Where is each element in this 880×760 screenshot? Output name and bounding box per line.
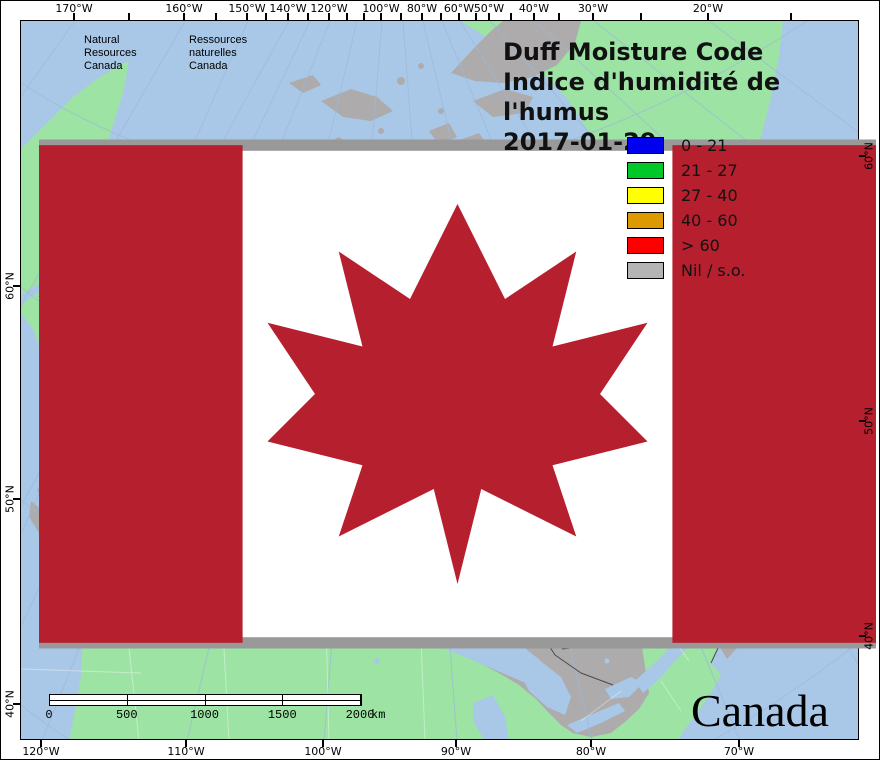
bottom-axis-tick [590,740,592,747]
ellesmere-island [451,21,581,83]
legend-swatch [627,212,664,229]
top-axis-label: 50°W [473,2,505,15]
top-axis-minor-tick [346,13,348,20]
legend-item: 27 - 40 [627,186,745,205]
scale-bar: km 0 500 1000 1500 2000 [45,694,394,730]
top-axis-label: 170°W [55,2,93,15]
top-axis-tick [246,13,248,20]
scale-number: 2000 [345,708,375,722]
top-axis-label: 100°W [362,2,400,15]
right-axis-tick [859,635,866,637]
top-axis-tick [458,13,460,20]
scale-number: 500 [115,708,138,722]
top-axis-label: 60°W [443,2,475,15]
legend-item: 0 - 21 [627,136,745,155]
top-axis-minor-tick [790,13,792,20]
scale-bar-graphic [49,694,362,706]
prince-of-wales-island [429,123,457,145]
top-axis-minor-tick [215,13,217,20]
left-axis-tick [13,498,20,500]
top-axis-label: 40°W [518,2,550,15]
legend-label: Nil / s.o. [681,261,746,280]
map-canvas: Natural Resources Canada Ressources natur… [20,20,876,741]
legend: 0 - 21 21 - 27 27 - 40 40 - 60 > 60 Nil / s.o… [627,136,746,287]
top-axis-minor-tick [510,13,512,20]
right-axis-tick [859,420,866,422]
bottom-axis-label: 110°W [167,745,205,758]
legend-item: > 60 [627,236,745,255]
top-axis-minor-tick [363,13,365,20]
top-axis-minor-tick [440,13,442,20]
lake-huron [519,663,571,715]
bottom-axis-label: 100°W [304,745,342,758]
right-axis-tick [859,155,866,157]
legend-swatch [627,187,664,204]
top-axis-tick [183,13,185,20]
scale-unit: km [371,708,386,722]
title-en: Duff Moisture Code [503,38,764,66]
bay-of-fundy [721,641,765,679]
title-fr: Indice d'humidité de l'humus [503,68,781,126]
bottom-axis-tick [185,740,187,747]
legend-item: 40 - 60 [627,211,745,230]
legend-swatch [627,137,664,154]
bottom-axis-label: 80°W [575,745,607,758]
top-axis-tick [73,13,75,20]
top-axis-minor-tick [400,13,402,20]
top-axis-tick [592,13,594,20]
legend-item: 21 - 27 [627,161,745,180]
canada-wordmark: Canada [691,685,861,741]
legend-label: 40 - 60 [681,211,738,230]
top-axis-minor-tick [558,13,560,20]
scale-number: 1500 [267,708,297,722]
legend-swatch [627,237,664,254]
top-axis-label: 140°W [269,2,307,15]
top-axis-tick [488,13,490,20]
legend-label: 21 - 27 [681,161,738,180]
bottom-axis-tick [40,740,42,747]
legend-swatch [627,162,664,179]
top-axis-minor-tick [640,13,642,20]
bottom-axis-tick [455,740,457,747]
legend-label: 27 - 40 [681,186,738,205]
top-axis-minor-tick [475,13,477,20]
top-axis-tick [380,13,382,20]
bottom-axis-label: 120°W [22,745,60,758]
bottom-axis-tick [738,740,740,747]
top-axis-minor-tick [307,13,309,20]
logo-text-en: Natural Resources Canada [84,34,137,72]
scale-number: 0 [45,708,53,722]
bottom-axis-label: 90°W [440,745,472,758]
top-axis-label: 150°W [228,2,266,15]
legend-swatch [627,262,664,279]
top-axis-label: 30°W [577,2,609,15]
logo-text-fr: Ressources naturelles Canada [189,34,248,72]
top-axis-minor-tick [128,13,130,20]
legend-item: Nil / s.o. [627,261,746,280]
lake-michigan [473,695,509,739]
top-axis-tick [421,13,423,20]
top-axis-label: 120°W [310,2,348,15]
left-axis-tick [13,703,20,705]
top-axis-label: 160°W [165,2,203,15]
lake-ontario [605,677,643,699]
legend-label: 0 - 21 [681,136,728,155]
bottom-axis-label: 70°W [723,745,755,758]
top-axis-tick [533,13,535,20]
canada-flag-icon [39,139,876,649]
scale-number: 1000 [190,708,219,722]
top-axis-label: 20°W [692,2,724,15]
top-axis-label: 80°W [406,2,438,15]
top-axis-tick [328,13,330,20]
top-axis-tick [287,13,289,20]
legend-label: > 60 [681,236,720,255]
bottom-axis-tick [322,740,324,747]
lake-erie [567,703,625,733]
wordmark-flag-icon [828,690,880,760]
top-axis-tick [707,13,709,20]
left-axis-tick [13,285,20,287]
top-axis-minor-tick [265,13,267,20]
devon-island [473,89,533,117]
